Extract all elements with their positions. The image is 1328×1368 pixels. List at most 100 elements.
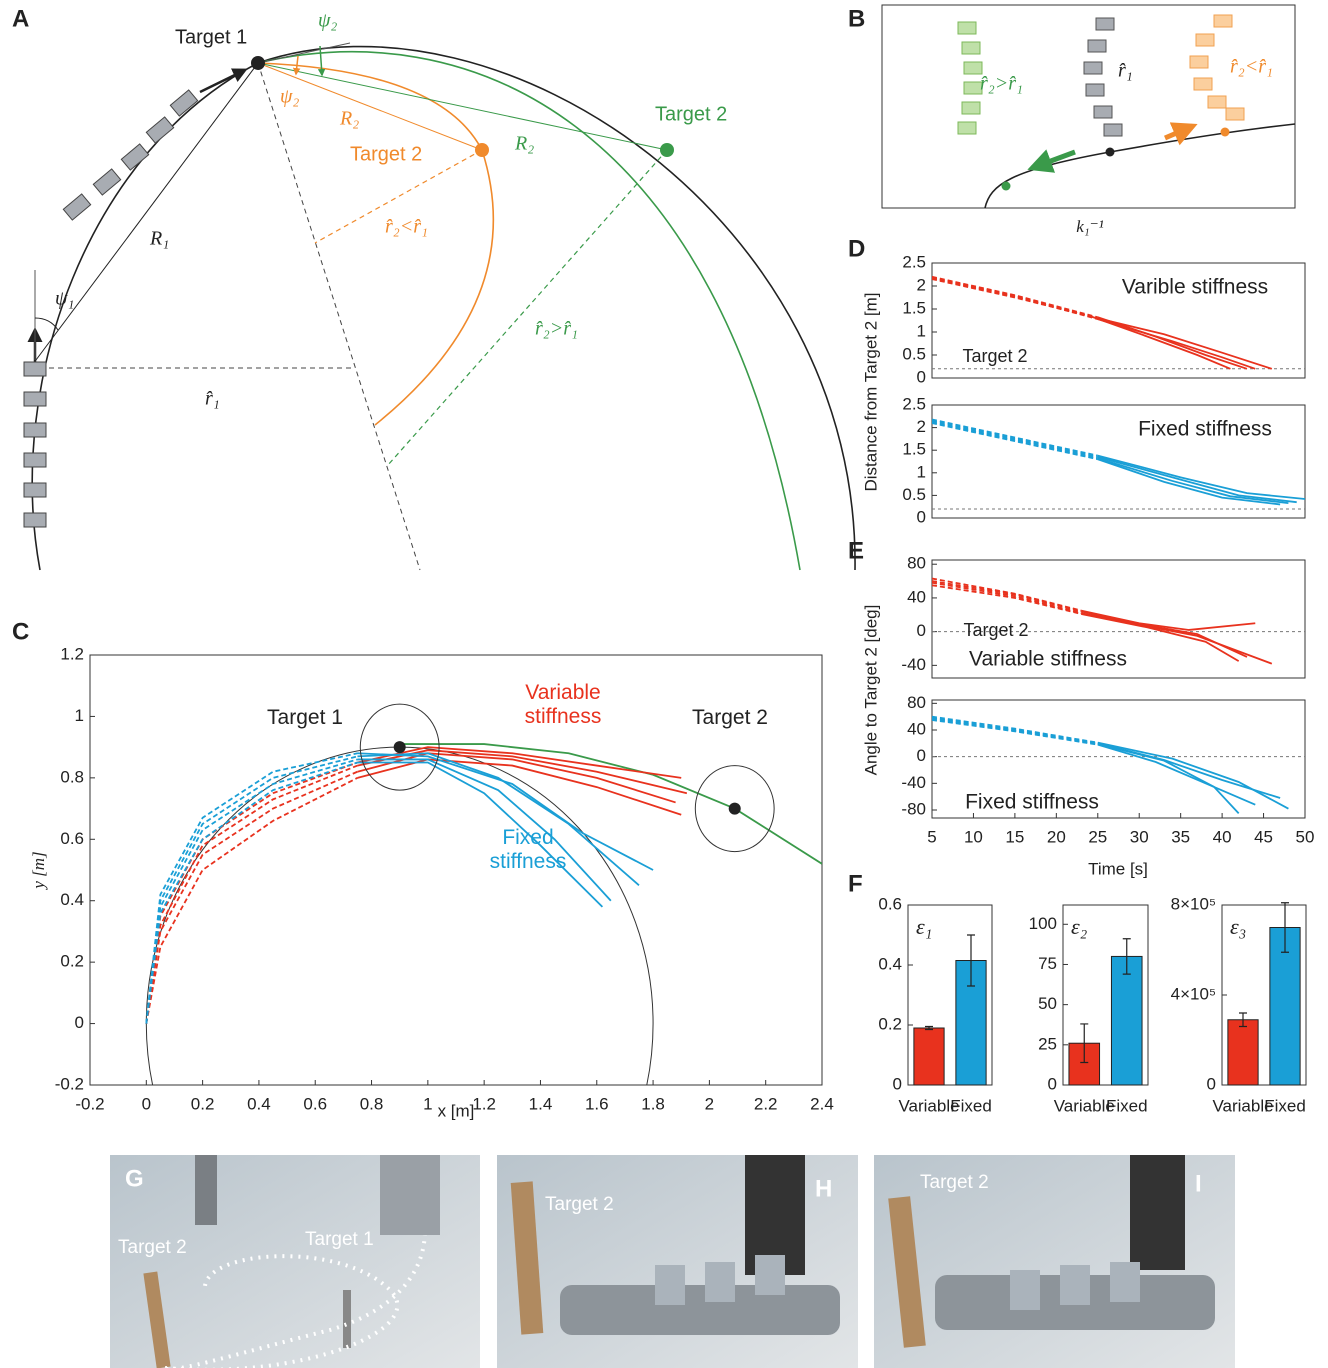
panel-letter: D [848, 235, 865, 262]
annotation: Target 2 [962, 346, 1028, 366]
error-bar [1281, 902, 1289, 953]
x-tick-label: Fixed [1264, 1096, 1306, 1115]
y-tick-label: 0.2 [60, 952, 84, 971]
error-bar [1122, 938, 1131, 975]
trajectory [1081, 609, 1256, 631]
trajectory [1097, 457, 1289, 504]
y-tick-label: 0 [893, 1074, 902, 1093]
plot-frame [931, 559, 1306, 679]
trajectory [1097, 743, 1240, 814]
plot [145, 743, 822, 1085]
x-tick-label: 40 [1213, 827, 1232, 846]
y-tick-label: 1.5 [902, 298, 926, 317]
trajectory [357, 746, 682, 779]
label: ψ₂ [318, 10, 337, 32]
y-tick-label: 0 [917, 746, 926, 765]
trajectory [1097, 454, 1305, 500]
angle-arc [34, 317, 59, 331]
panel-title: Fixed stiffness [1138, 418, 1272, 441]
x-tick-label: 0.2 [191, 1094, 215, 1113]
diagram-b [881, 4, 1296, 209]
error-bar [1080, 1023, 1089, 1064]
label: r̂₁ [1118, 60, 1133, 82]
y-tick-label: 1 [917, 321, 926, 340]
x-tick-label: 35 [1171, 827, 1190, 846]
trajectory [145, 764, 358, 1024]
heading-arrow [199, 68, 248, 94]
x-tick-label: 0.8 [360, 1094, 384, 1113]
plot [932, 275, 1305, 370]
trajectory [932, 581, 1082, 614]
x-axis-label: x [m] [438, 1101, 475, 1120]
plot-frame [931, 404, 1306, 519]
y-tick-label: 0.6 [60, 829, 84, 848]
arc [31, 45, 856, 571]
label: R₂ [514, 133, 534, 155]
photo-g [110, 1155, 480, 1368]
x-tick-label: 2.2 [754, 1094, 778, 1113]
x-tick-label: 1.4 [529, 1094, 553, 1113]
y-tick-label: 0 [917, 621, 926, 640]
y-tick-label: 2.5 [902, 394, 926, 413]
plot [932, 577, 1305, 665]
y-tick-label: 75 [1038, 954, 1057, 973]
x-tick-label: 25 [1088, 827, 1107, 846]
y-axis-label: y [m] [29, 851, 48, 890]
y-tick-label: 1 [917, 462, 926, 481]
plot-frame [907, 904, 993, 1086]
bar [1269, 927, 1301, 1086]
panel-letter: E [848, 537, 864, 564]
annotation: Fixed stiffness [489, 826, 567, 873]
panel-title: ε₁ [916, 914, 932, 939]
target-dot [660, 143, 674, 157]
x-tick-label: 15 [1005, 827, 1024, 846]
angle-arrow [317, 45, 326, 77]
x-tick-label: 1.8 [641, 1094, 665, 1113]
plot [932, 418, 1305, 510]
bar [1110, 955, 1143, 1086]
trajectory [357, 761, 604, 908]
plot-frame [931, 262, 1306, 379]
x-tick-label: 1.2 [472, 1094, 496, 1113]
x-tick-label: Variable [1054, 1096, 1115, 1115]
y-tick-label: -40 [901, 655, 926, 674]
trajectory [357, 752, 640, 887]
label: r̂₂<r̂₁ [1230, 56, 1273, 78]
label: r̂₂<r̂₁ [385, 216, 428, 238]
label: ψ₂ [280, 86, 299, 108]
panel-title: ε₂ [1071, 914, 1088, 939]
x-tick-label: 10 [964, 827, 983, 846]
photo-label: Target 2 [545, 1194, 614, 1215]
trajectory [932, 580, 1082, 613]
target [728, 802, 741, 815]
label: r̂₂>r̂₁ [535, 318, 578, 340]
arc [257, 62, 495, 426]
y-tick-label: -80 [901, 799, 926, 818]
label: Target 2 [655, 103, 727, 125]
trajectory [1097, 317, 1273, 370]
y-tick-label: 1.2 [60, 644, 84, 663]
photo-i [874, 1155, 1235, 1368]
panel-letter: F [848, 870, 863, 897]
error-bar [967, 934, 975, 987]
y-tick-label: 40 [907, 719, 926, 738]
plot-frame [89, 654, 823, 1086]
trajectory [932, 715, 1098, 744]
target-dot [475, 143, 489, 157]
trajectory [932, 719, 1098, 746]
x-tick-label: 0 [142, 1094, 151, 1113]
y-tick-label: 0 [1207, 1074, 1216, 1093]
x-tick-label: 1.6 [585, 1094, 609, 1113]
arc [257, 51, 801, 571]
x-tick-label: 50 [1296, 827, 1315, 846]
robot [23, 89, 199, 528]
panel-title: Variable stiffness [969, 648, 1127, 671]
photo-label: Target 1 [305, 1229, 374, 1250]
radius-line [257, 62, 668, 151]
panel-letter: G [125, 1165, 144, 1192]
x-tick-label: Fixed [1106, 1096, 1148, 1115]
trajectory [932, 418, 1098, 457]
error-bar [1239, 1012, 1247, 1028]
x-tick-label: 2 [705, 1094, 714, 1113]
